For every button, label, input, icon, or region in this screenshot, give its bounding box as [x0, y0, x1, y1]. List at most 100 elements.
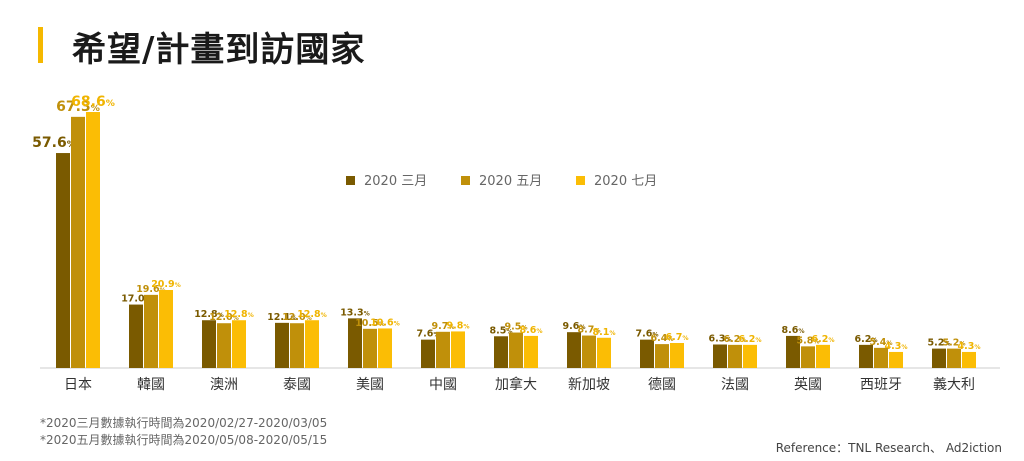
category-label-2: 澳洲	[210, 377, 238, 393]
bar-11-1	[874, 347, 888, 368]
bar-5-2	[451, 331, 465, 368]
title-accent-bar	[38, 27, 43, 63]
data-label-0-0: 57.6%	[32, 135, 76, 151]
bar-5-0	[421, 339, 435, 368]
footnote-may: *2020五月數據執行時間為2020/05/08-2020/05/15	[40, 433, 328, 447]
data-label-0-1: 67.3%	[56, 99, 100, 115]
data-label-4-1: 10.5%	[355, 318, 385, 329]
data-label-12-0: 5.2%	[927, 338, 950, 349]
bar-1-2	[159, 290, 173, 368]
bar-0-0	[56, 153, 70, 368]
bar-4-0	[348, 318, 362, 368]
data-label-4-2: 10.6%	[370, 317, 400, 328]
data-label-3-2: 12.8%	[297, 309, 327, 320]
data-label-12-1: 5.2%	[942, 338, 965, 349]
data-label-8-0: 7.6%	[635, 329, 658, 340]
bar-1-1	[144, 294, 158, 368]
bar-4-2	[378, 328, 392, 368]
legend-label-1: 2020 五月	[479, 174, 542, 189]
footnote-march: *2020三月數據執行時間為2020/02/27-2020/03/05	[40, 416, 328, 430]
data-label-2-2: 12.8%	[224, 309, 254, 320]
bar-12-0	[932, 348, 946, 368]
bar-3-2	[305, 320, 319, 368]
data-label-10-1: 5.8%	[796, 335, 819, 346]
category-label-12: 義大利	[933, 376, 975, 393]
bar-0-2	[86, 112, 100, 368]
legend-swatch-0	[346, 176, 355, 185]
bar-6-1	[509, 332, 523, 368]
data-label-3-0: 12.1%	[267, 312, 297, 323]
bar-7-0	[567, 332, 581, 368]
category-label-0: 日本	[64, 377, 92, 393]
data-label-9-1: 6.2%	[723, 334, 746, 345]
data-label-10-2: 6.2%	[811, 334, 834, 345]
bar-3-0	[275, 322, 289, 368]
bar-7-1	[582, 335, 596, 368]
bar-0-1	[71, 116, 85, 368]
data-label-3-1: 12.0%	[282, 312, 312, 323]
category-label-5: 中國	[429, 377, 457, 393]
data-label-7-1: 8.7%	[577, 325, 600, 336]
data-label-10-0: 8.6%	[781, 325, 804, 336]
bar-10-1	[801, 346, 815, 368]
category-label-1: 韓國	[137, 377, 165, 393]
bar-3-1	[290, 323, 304, 368]
category-label-6: 加拿大	[495, 376, 537, 393]
data-label-6-2: 8.6%	[519, 325, 542, 336]
bar-8-2	[670, 342, 684, 368]
bar-12-1	[947, 348, 961, 368]
bar-4-1	[363, 328, 377, 368]
data-label-5-1: 9.7%	[431, 321, 454, 332]
data-label-6-1: 9.5%	[504, 322, 527, 333]
data-label-9-0: 6.3%	[708, 333, 731, 344]
data-label-5-2: 9.8%	[446, 320, 469, 331]
legend-swatch-1	[461, 176, 470, 185]
data-label-12-2: 4.3%	[957, 341, 980, 352]
data-label-7-0: 9.6%	[562, 321, 585, 332]
data-label-2-1: 12.0%	[209, 312, 239, 323]
bar-8-0	[640, 339, 654, 368]
category-label-11: 西班牙	[860, 377, 902, 393]
bar-5-1	[436, 331, 450, 368]
bar-2-2	[232, 320, 246, 368]
category-label-3: 泰國	[283, 377, 311, 393]
bar-12-2	[962, 351, 976, 368]
data-label-11-0: 6.2%	[854, 334, 877, 345]
category-label-10: 英國	[794, 376, 822, 393]
bar-2-1	[217, 323, 231, 368]
bar-1-0	[129, 304, 143, 368]
bar-2-0	[202, 320, 216, 368]
bar-7-2	[597, 337, 611, 368]
category-label-8: 德國	[648, 377, 676, 393]
bar-8-1	[655, 344, 669, 368]
data-label-8-1: 6.4%	[650, 333, 673, 344]
data-label-4-0: 13.3%	[340, 307, 370, 318]
page-title: 希望/計畫到訪國家	[72, 30, 366, 70]
bar-9-2	[743, 344, 757, 368]
bar-10-2	[816, 344, 830, 368]
data-label-0-2: 68.6%	[71, 94, 115, 110]
data-label-11-1: 5.4%	[869, 337, 892, 348]
category-label-9: 法國	[721, 377, 749, 393]
data-label-1-2: 20.9%	[151, 279, 181, 290]
data-label-2-0: 12.8%	[194, 309, 224, 320]
legend-label-0: 2020 三月	[364, 174, 427, 189]
legend-label-2: 2020 七月	[594, 174, 657, 189]
category-label-4: 美國	[356, 377, 384, 393]
legend-swatch-2	[576, 176, 585, 185]
reference-text: Reference：TNL Research、 Ad2iction	[775, 441, 1002, 455]
data-label-7-2: 8.1%	[592, 327, 615, 338]
data-label-8-2: 6.7%	[665, 332, 688, 343]
bar-6-2	[524, 335, 538, 368]
bar-10-0	[786, 335, 800, 368]
data-label-9-2: 6.2%	[738, 334, 761, 345]
bar-9-1	[728, 344, 742, 368]
bar-6-0	[494, 336, 508, 368]
bar-11-2	[889, 351, 903, 368]
category-label-7: 新加坡	[568, 377, 610, 393]
bar-11-0	[859, 344, 873, 368]
data-label-11-2: 4.3%	[884, 341, 907, 352]
bar-9-0	[713, 344, 727, 368]
data-label-6-0: 8.5%	[489, 325, 512, 336]
